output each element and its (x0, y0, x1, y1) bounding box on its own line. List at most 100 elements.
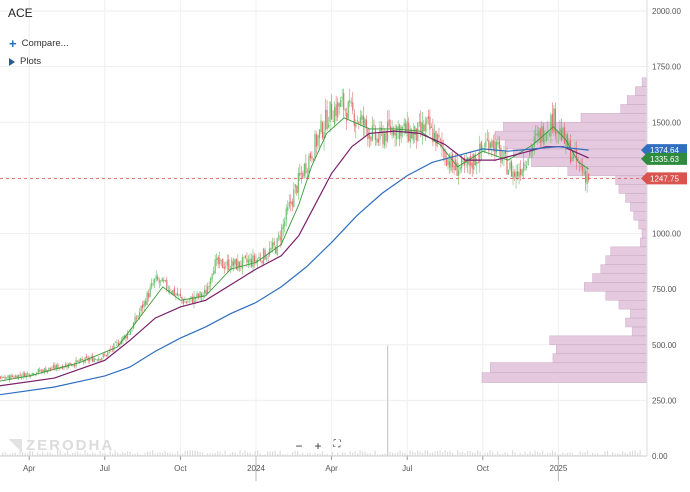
candle-body (191, 297, 194, 304)
candle-body (203, 290, 206, 294)
volume-bar (422, 452, 424, 456)
candle-body (512, 171, 514, 179)
volume-bar (564, 453, 566, 456)
candle-body (485, 141, 487, 148)
compare-button[interactable]: + Compare... (9, 37, 69, 50)
volume-bar (104, 453, 106, 456)
candle-body (309, 153, 312, 159)
candle-body (176, 292, 178, 296)
candle-body (349, 99, 351, 103)
volume-bar (377, 454, 379, 456)
candle-body (234, 259, 236, 265)
candle-body (16, 375, 18, 379)
volume-bar (369, 453, 371, 456)
volume-bar (437, 451, 439, 456)
plots-label: Plots (20, 56, 42, 67)
candle-body (397, 126, 399, 130)
candle-body (379, 126, 381, 140)
candle-body (39, 369, 41, 372)
volume-bar (584, 452, 586, 456)
candle-body (76, 360, 79, 362)
candle-body (356, 120, 358, 122)
candle-body (385, 131, 387, 142)
volume-bar (214, 453, 216, 456)
volume-bar (617, 453, 619, 456)
volume-bar (512, 450, 514, 456)
volume-bar (199, 451, 201, 456)
plots-button[interactable]: Plots (9, 56, 41, 67)
candle-body (504, 150, 507, 154)
candle-body (48, 367, 50, 371)
candle-body (196, 293, 198, 298)
volume-bar (632, 450, 634, 456)
volume-bar (374, 450, 376, 456)
volume-bar (27, 453, 29, 456)
volume-bar (444, 450, 446, 456)
candle-body (232, 261, 234, 266)
volume-bar (614, 453, 616, 456)
zoom-controls: − + ⛶ (294, 439, 342, 453)
volume-profile-bar (552, 353, 648, 363)
candle-body (105, 354, 107, 357)
candle-body (524, 165, 526, 167)
candle-body (588, 173, 590, 181)
candle-body (432, 128, 434, 143)
candle-body (261, 261, 263, 263)
candle-body (96, 359, 98, 361)
volume-bar (169, 452, 171, 456)
volume-bar (359, 450, 361, 456)
volume-bar (472, 452, 474, 456)
candle-body (429, 116, 431, 130)
candle-body (40, 370, 42, 372)
volume-bar (484, 453, 486, 456)
volume-profile-bar (638, 219, 648, 230)
volume-bar (149, 451, 151, 456)
volume-bar (154, 453, 156, 456)
candle-body (175, 294, 177, 296)
volume-bar (349, 451, 351, 456)
candle-body (272, 242, 274, 249)
candle-body (207, 286, 209, 294)
volume-bar (224, 450, 226, 456)
volume-bar (537, 452, 539, 456)
volume-bar (604, 451, 606, 456)
x-tick-label: Jul (100, 464, 110, 473)
volume-bar (124, 452, 126, 456)
volume-bar (54, 454, 56, 456)
candle-body (81, 358, 83, 361)
volume-bar (127, 451, 129, 456)
candle-body (335, 104, 337, 116)
candle-body (137, 315, 139, 318)
candle-body (353, 113, 355, 126)
candle-body (559, 127, 561, 135)
volume-bar (517, 454, 519, 456)
volume-bar (7, 454, 9, 456)
volume-bar (467, 451, 469, 456)
volume-bar (629, 451, 631, 456)
candle-body (250, 259, 253, 267)
candle-body (498, 140, 501, 149)
sma-slow-line (0, 146, 589, 396)
volume-bar (497, 451, 499, 456)
candle-body (383, 133, 386, 146)
candle-body (362, 115, 364, 126)
volume-bar (347, 454, 349, 456)
volume-bar (562, 452, 564, 456)
candle-body (166, 279, 168, 289)
candle-body (187, 301, 189, 303)
candle-body (477, 161, 479, 164)
candle-body (284, 221, 286, 227)
volume-bar (237, 454, 239, 456)
candle-body (509, 162, 511, 170)
candle-body (350, 102, 352, 104)
fit-screen-button[interactable]: ⛶ (333, 439, 341, 450)
candle-body (252, 255, 254, 268)
candle-body (80, 358, 82, 362)
zoom-in-button[interactable]: + (314, 439, 322, 453)
volume-bar (297, 450, 299, 456)
volume-bar (12, 452, 14, 456)
candle-body (433, 133, 436, 141)
zoom-out-button[interactable]: − (295, 439, 303, 453)
candle-body (169, 289, 171, 292)
